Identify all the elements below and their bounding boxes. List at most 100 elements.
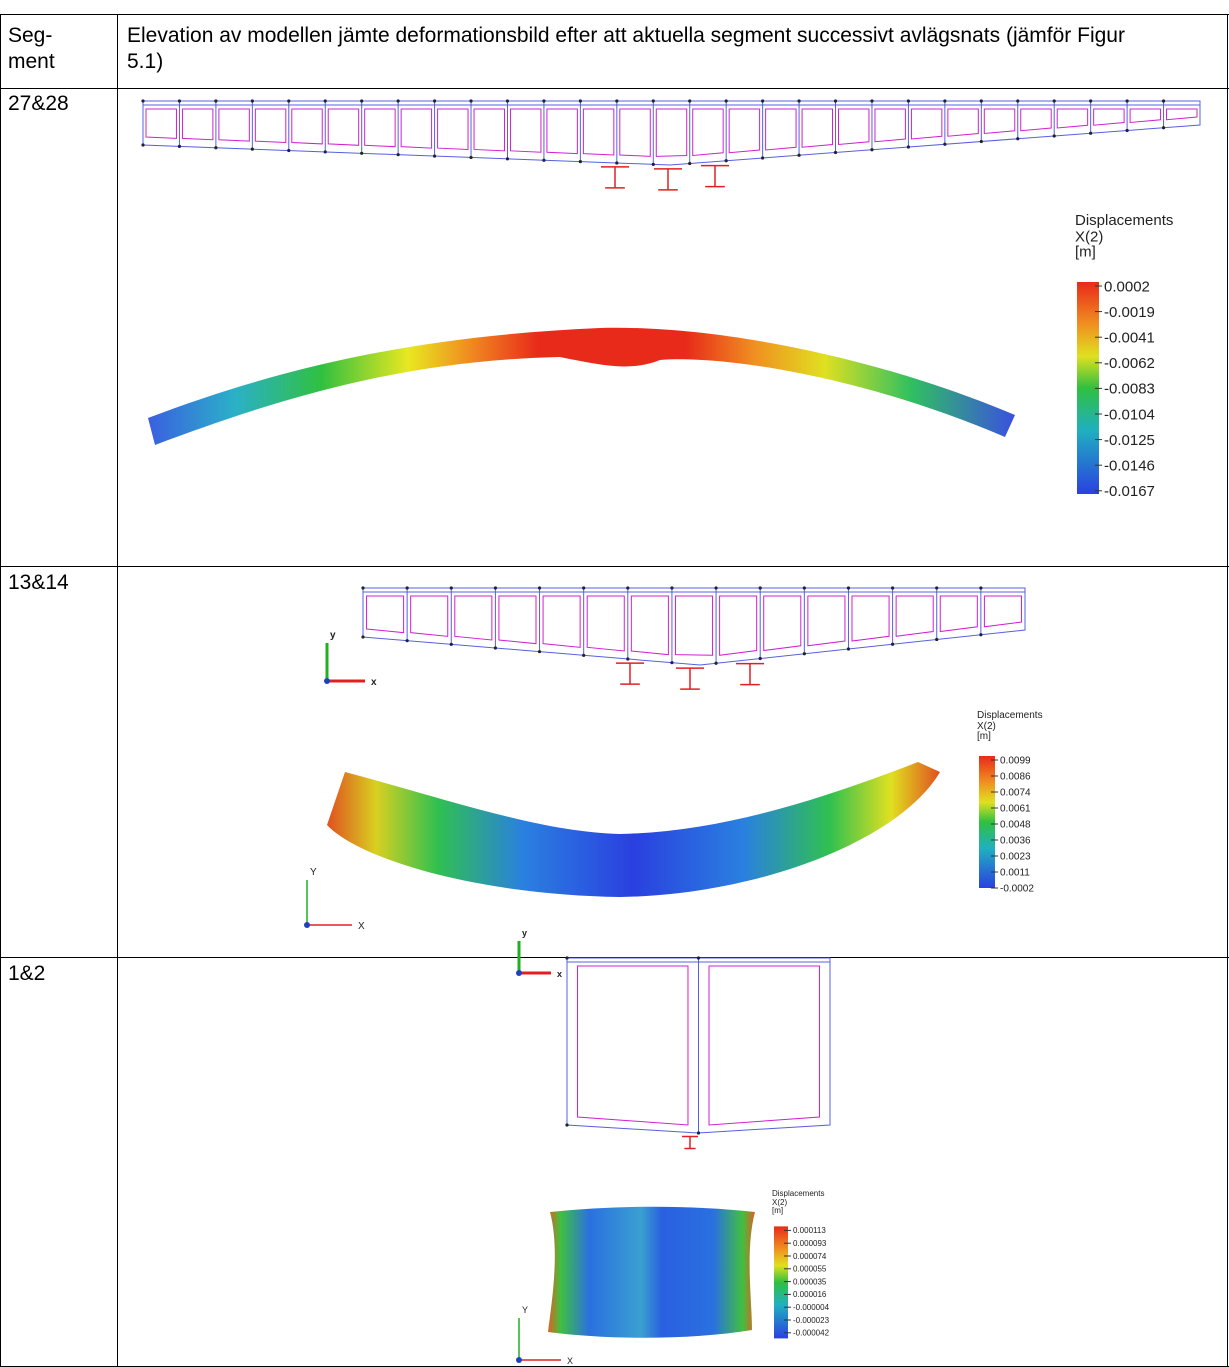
legend-value: 0.000093: [793, 1239, 827, 1248]
legend-unit: [m]: [1075, 244, 1096, 261]
node: [360, 152, 363, 155]
node: [907, 99, 910, 102]
girder-outline: [143, 101, 1200, 165]
node: [397, 99, 400, 102]
legend-value: -0.0002: [1000, 884, 1034, 895]
box: [455, 596, 492, 640]
axis-origin: [516, 1357, 522, 1363]
box: [583, 109, 613, 155]
legend-value: -0.000023: [793, 1316, 830, 1325]
box: [764, 596, 801, 651]
node: [141, 143, 144, 146]
node: [406, 586, 409, 589]
node: [506, 157, 509, 160]
node: [538, 586, 541, 589]
support: [616, 663, 644, 684]
box: [411, 596, 448, 636]
node: [847, 586, 850, 589]
legend-title: Displacements: [1075, 212, 1173, 229]
legend-value: 0.0074: [1000, 788, 1031, 799]
node: [141, 99, 144, 102]
legend-value: -0.0041: [1104, 329, 1155, 346]
legend-value: 0.0036: [1000, 836, 1031, 847]
node: [542, 99, 545, 102]
box: [839, 109, 869, 145]
node: [361, 635, 364, 638]
box: [984, 109, 1014, 134]
node: [834, 99, 837, 102]
legend-value: -0.0125: [1104, 432, 1155, 449]
node: [847, 647, 850, 650]
axis-label: y: [522, 928, 527, 938]
node: [697, 956, 700, 959]
node: [652, 163, 655, 166]
node: [251, 99, 254, 102]
box: [146, 109, 176, 138]
legend-value: 0.0061: [1000, 804, 1031, 815]
box: [631, 596, 668, 655]
box: [693, 109, 723, 156]
node: [891, 643, 894, 646]
node: [626, 586, 629, 589]
node: [979, 586, 982, 589]
legend-value: 0.000035: [793, 1277, 827, 1286]
node: [615, 99, 618, 102]
node: [891, 586, 894, 589]
node: [360, 99, 363, 102]
node: [1089, 99, 1092, 102]
node: [834, 151, 837, 154]
node: [943, 143, 946, 146]
legend-value: -0.0104: [1104, 406, 1155, 423]
node: [907, 145, 910, 148]
axis-label: X: [358, 921, 365, 932]
node: [582, 586, 585, 589]
node: [565, 956, 568, 959]
legend-unit: [m]: [772, 1206, 783, 1215]
box: [620, 109, 650, 156]
node: [725, 99, 728, 102]
box: [709, 966, 819, 1125]
box: [499, 596, 536, 644]
node: [697, 1131, 700, 1134]
node: [979, 633, 982, 636]
axis-label: x: [557, 969, 562, 979]
box: [766, 109, 796, 150]
node: [761, 156, 764, 159]
box: [1057, 109, 1087, 128]
axis-origin: [516, 970, 522, 976]
box: [984, 596, 1021, 627]
legend-title: Displacements: [977, 710, 1043, 721]
box: [911, 109, 941, 139]
legend-value: -0.0083: [1104, 381, 1155, 398]
box: [587, 596, 624, 651]
box: [896, 596, 933, 636]
node: [761, 99, 764, 102]
legend-value: -0.0062: [1104, 355, 1155, 372]
legend-value: -0.0167: [1104, 483, 1155, 500]
node: [803, 586, 806, 589]
node: [759, 657, 762, 660]
box: [1021, 109, 1051, 131]
node: [565, 1123, 568, 1126]
support: [601, 167, 629, 188]
axis-label: x: [371, 677, 377, 688]
node: [397, 153, 400, 156]
legend-value: 0.000016: [793, 1290, 827, 1299]
box: [808, 596, 845, 646]
node: [688, 162, 691, 165]
node: [1126, 129, 1129, 132]
node: [433, 154, 436, 157]
node: [324, 99, 327, 102]
support: [701, 166, 729, 187]
legend-value: 0.0023: [1000, 852, 1031, 863]
deformed-shape: [148, 328, 1015, 445]
legend-value: 0.0048: [1000, 820, 1031, 831]
legend-value: -0.000004: [793, 1303, 830, 1312]
node: [670, 586, 673, 589]
node: [935, 638, 938, 641]
box: [438, 109, 468, 149]
node: [759, 586, 762, 589]
node: [251, 148, 254, 151]
legend-value: -0.0019: [1104, 304, 1155, 321]
legend-title: Displacements: [772, 1189, 824, 1198]
